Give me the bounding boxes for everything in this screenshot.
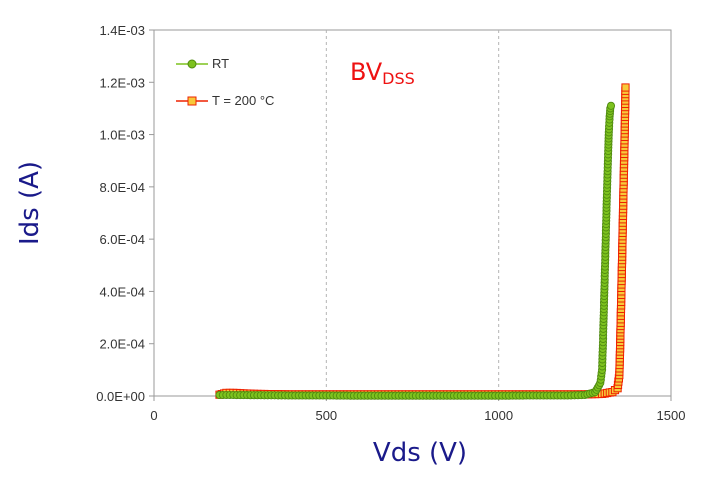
data-point-200c [621, 83, 630, 92]
y-tick-label: 1.2E-03 [99, 75, 145, 90]
legend-marker-200c [187, 96, 197, 106]
legend: RT T = 200 °C [176, 56, 274, 108]
y-tick-label: 0.0E+00 [96, 389, 145, 404]
x-tick-labels: 0 500 1000 1500 [150, 408, 685, 423]
y-tick-labels: 0.0E+00 2.0E-04 4.0E-04 6.0E-04 8.0E-04 1.0E-… [96, 23, 145, 404]
series-layer [215, 83, 630, 400]
x-tick-label: 500 [315, 408, 337, 423]
legend-label-rt: RT [212, 56, 229, 71]
y-axis-title: Ids (A) [15, 161, 45, 245]
x-tick-label: 0 [150, 408, 157, 423]
data-point-rt [606, 101, 616, 110]
y-tick-label: 2.0E-04 [99, 337, 145, 352]
y-tick-label: 8.0E-04 [99, 180, 145, 195]
bvdss-annotation-main: BV [350, 58, 383, 86]
legend-marker-rt [187, 59, 197, 69]
x-tick-label: 1000 [484, 408, 513, 423]
y-tick-label: 1.4E-03 [99, 23, 145, 38]
y-tick-label: 4.0E-04 [99, 284, 145, 299]
plot-area [153, 29, 672, 397]
x-tick-label: 1500 [657, 408, 686, 423]
x-axis-title: Vds (V) [373, 438, 467, 468]
y-tick-label: 1.0E-03 [99, 128, 145, 143]
bvdss-annotation: BVDSS [350, 58, 415, 88]
series-rt [215, 101, 616, 400]
y-tick-label: 6.0E-04 [99, 232, 145, 247]
legend-label-200c: T = 200 °C [212, 93, 274, 108]
gridlines [325, 30, 500, 396]
bvdss-annotation-sub: DSS [382, 69, 415, 88]
